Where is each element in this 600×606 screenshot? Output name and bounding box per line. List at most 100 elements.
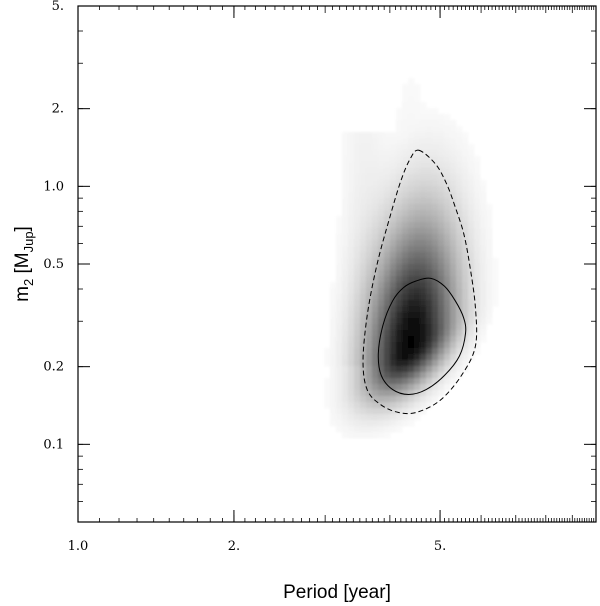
heatmap-cell	[384, 252, 391, 259]
heatmap-cell	[372, 210, 379, 217]
heatmap-cell	[342, 348, 349, 355]
heatmap-cell	[408, 270, 415, 277]
heatmap-cell	[330, 306, 337, 313]
heatmap-cell	[348, 426, 355, 433]
heatmap-cell	[408, 132, 415, 139]
heatmap-cell	[432, 150, 439, 157]
heatmap-cell	[432, 108, 439, 115]
heatmap-cell	[390, 294, 397, 301]
heatmap-cell	[414, 342, 421, 349]
heatmap-cell	[372, 402, 379, 409]
heatmap-cell	[348, 240, 355, 247]
heatmap-cell	[402, 270, 409, 277]
heatmap-cell	[450, 216, 457, 223]
heatmap-cell	[456, 366, 463, 373]
heatmap-cell	[348, 138, 355, 145]
heatmap-cell	[384, 336, 391, 343]
heatmap-cell	[396, 150, 403, 157]
heatmap-cell	[432, 162, 439, 169]
heatmap-cell	[366, 342, 373, 349]
heatmap-cell	[336, 234, 343, 241]
heatmap-cell	[348, 192, 355, 199]
heatmap-cell	[444, 372, 451, 379]
heatmap-cell	[378, 198, 385, 205]
heatmap-cell	[366, 288, 373, 295]
heatmap-cell	[384, 144, 391, 151]
heatmap-cell	[360, 210, 367, 217]
heatmap-cell	[420, 162, 427, 169]
heatmap-cell	[384, 324, 391, 331]
heatmap-cell	[426, 330, 433, 337]
heatmap-cell	[360, 324, 367, 331]
heatmap-cell	[408, 138, 415, 145]
heatmap-cell	[444, 306, 451, 313]
heatmap-cell	[330, 402, 337, 409]
heatmap-cell	[414, 360, 421, 367]
heatmap-cell	[444, 114, 451, 121]
heatmap-cell	[426, 228, 433, 235]
heatmap-cell	[474, 222, 481, 229]
heatmap-cell	[402, 120, 409, 127]
heatmap-cell	[468, 240, 475, 247]
heatmap-cell	[378, 276, 385, 283]
heatmap-cell	[372, 300, 379, 307]
heatmap-cell	[360, 150, 367, 157]
heatmap-cell	[390, 204, 397, 211]
heatmap-cell	[354, 132, 361, 139]
heatmap-cell	[432, 132, 439, 139]
heatmap-cell	[384, 156, 391, 163]
heatmap-cell	[414, 384, 421, 391]
heatmap-cell	[348, 318, 355, 325]
heatmap-cell	[384, 210, 391, 217]
heatmap-cell	[396, 306, 403, 313]
heatmap-cell	[348, 366, 355, 373]
heatmap-cell	[408, 360, 415, 367]
heatmap-cell	[480, 270, 487, 277]
heatmap-cell	[414, 378, 421, 385]
heatmap-cell	[438, 186, 445, 193]
heatmap-cell	[408, 108, 415, 115]
heatmap-cell	[402, 150, 409, 157]
heatmap-cell	[402, 414, 409, 421]
heatmap-cell	[378, 144, 385, 151]
heatmap-cell	[348, 210, 355, 217]
heatmap-cell	[462, 288, 469, 295]
heatmap-cell	[450, 228, 457, 235]
heatmap-cell	[372, 246, 379, 253]
heatmap-cell	[408, 258, 415, 265]
heatmap-cell	[456, 138, 463, 145]
heatmap-cell	[444, 138, 451, 145]
heatmap-cell	[402, 198, 409, 205]
heatmap-cell	[342, 234, 349, 241]
heatmap-cell	[396, 294, 403, 301]
heatmap-cell	[372, 288, 379, 295]
heatmap-cell	[396, 276, 403, 283]
heatmap-cell	[402, 372, 409, 379]
heatmap-cell	[420, 180, 427, 187]
heatmap-cell	[366, 150, 373, 157]
heatmap-cell	[330, 378, 337, 385]
heatmap-cell	[426, 192, 433, 199]
heatmap-cell	[402, 234, 409, 241]
heatmap-cell	[486, 318, 493, 325]
heatmap-cell	[462, 168, 469, 175]
heatmap-cell	[396, 204, 403, 211]
heatmap-cell	[384, 330, 391, 337]
heatmap-cell	[456, 264, 463, 271]
heatmap-cell	[444, 120, 451, 127]
heatmap-cell	[420, 240, 427, 247]
heatmap-cell	[408, 318, 415, 325]
heatmap-cell	[432, 390, 439, 397]
heatmap-cell	[474, 336, 481, 343]
heatmap-cell	[354, 144, 361, 151]
heatmap-cell	[486, 264, 493, 271]
heatmap-cell	[408, 234, 415, 241]
y-axis-title-sub: 2	[21, 279, 36, 286]
heatmap-cell	[330, 384, 337, 391]
heatmap-cell	[450, 276, 457, 283]
heatmap-cell	[378, 390, 385, 397]
heatmap-cell	[426, 360, 433, 367]
heatmap-cell	[342, 366, 349, 373]
heatmap-cell	[390, 240, 397, 247]
heatmap-cell	[468, 246, 475, 253]
